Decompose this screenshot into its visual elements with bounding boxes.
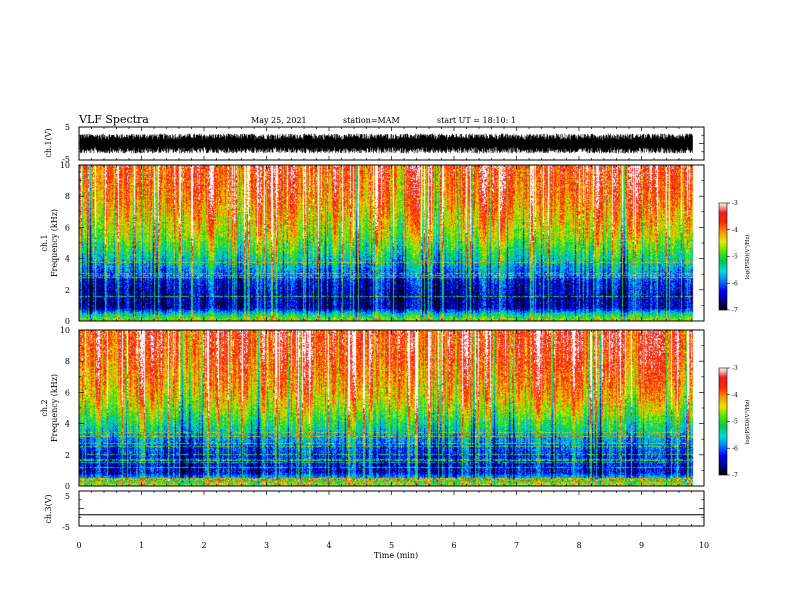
ch3-ytick-bottom: -5 bbox=[62, 523, 70, 532]
x-tick-label: 5 bbox=[389, 541, 394, 550]
ch1-colorbar-ticks: -3 -4 -5 -6 -7 bbox=[727, 200, 738, 314]
x-tick-label: 3 bbox=[264, 541, 269, 550]
ch2-colorbar-tick-label: -7 bbox=[732, 472, 738, 479]
ch2-colorbar: -3 -4 -5 -6 -7 log(PSD)(V²/Hz) bbox=[718, 365, 751, 479]
ch3-waveform-ticks bbox=[78, 490, 705, 527]
ch2-colorbar-ticks: -3 -4 -5 -6 -7 bbox=[727, 365, 738, 479]
start-ut-label: start UT = 18:10: 1 bbox=[437, 116, 516, 125]
ch2-spectrogram-ytick-label: 0 bbox=[65, 482, 70, 491]
ch1-colorbar-tick-label: -3 bbox=[732, 200, 738, 207]
ch2-colorbar-tick-label: -5 bbox=[732, 419, 738, 426]
ch2-spectrogram-ytick-labels: 0 2 4 6 8 10 bbox=[60, 326, 70, 491]
ch3-ytick-top: 5 bbox=[65, 492, 70, 501]
x-tick-label: 2 bbox=[201, 541, 206, 550]
x-tick-label: 6 bbox=[451, 541, 456, 550]
ch1-spectrogram-ytick-label: 8 bbox=[65, 192, 70, 201]
ch1-colorbar-tick-label: -4 bbox=[732, 227, 738, 234]
ch2-colorbar-label: log(PSD)(V²/Hz) bbox=[744, 400, 751, 445]
x-tick-label: 7 bbox=[514, 541, 519, 550]
ch1-spectrogram-ylabel-freq: Frequency (kHz) bbox=[50, 209, 59, 277]
ch1-waveform-panel: 5 -5 ch.1(V) bbox=[44, 123, 705, 164]
ch1-spectrogram-ytick-label: 6 bbox=[65, 223, 70, 232]
ch1-spectrogram-ytick-label: 0 bbox=[65, 317, 70, 326]
ch3-waveform-frame bbox=[78, 490, 705, 527]
ch3-waveform-ylabel: ch.3(V) bbox=[44, 494, 53, 523]
ch1-spectrogram-ytick-labels: 0 2 4 6 8 10 bbox=[60, 161, 70, 326]
ch1-spectrogram-ylabel-channel: ch.1 bbox=[40, 234, 49, 251]
ch3-waveform-panel: 5 -5 ch.3(V) bbox=[44, 490, 705, 532]
ch2-spectrogram-ytick-label: 8 bbox=[65, 357, 70, 366]
ch1-colorbar-tick-label: -7 bbox=[732, 307, 738, 314]
x-tick-labels: 0 1 2 3 4 5 6 7 8 9 10 bbox=[76, 541, 709, 550]
x-axis-label: Time (min) bbox=[374, 551, 418, 560]
ch1-waveform-ticks bbox=[78, 126, 705, 161]
ch2-spectrogram-ytick-label: 6 bbox=[65, 388, 70, 397]
x-tick-label: 8 bbox=[576, 541, 581, 550]
ch2-spectrogram-ylabel-freq: Frequency (kHz) bbox=[50, 374, 59, 442]
x-tick-label: 10 bbox=[699, 541, 709, 550]
figure-title: VLF Spectra bbox=[78, 113, 149, 126]
ch1-waveform-ylabel: ch.1(V) bbox=[44, 128, 53, 157]
ch1-spectrogram-ticks bbox=[78, 164, 705, 322]
ch1-spectrogram-ytick-label: 10 bbox=[60, 161, 70, 170]
ch1-spectrogram-ytick-label: 4 bbox=[65, 255, 70, 264]
x-tick-label: 4 bbox=[326, 541, 331, 550]
date-label: May 25, 2021 bbox=[251, 116, 307, 125]
ch1-colorbar-label: log(PSD)(V²/Hz) bbox=[744, 235, 751, 280]
ch2-spectrogram-image bbox=[79, 330, 704, 486]
ch2-spectrogram-panel: 0 2 4 6 8 10 ch.2 Frequency (kHz) bbox=[40, 326, 705, 491]
ch1-colorbar-tick-label: -5 bbox=[732, 254, 738, 261]
ch1-colorbar: -3 -4 -5 -6 -7 log(PSD)(V²/Hz) bbox=[718, 200, 751, 314]
ch2-colorbar-tick-label: -3 bbox=[732, 365, 738, 372]
ch1-colorbar-tick-label: -6 bbox=[732, 280, 738, 287]
x-tick-label: 0 bbox=[76, 541, 81, 550]
ch2-colorbar-tick-label: -4 bbox=[732, 392, 738, 399]
ch1-waveform-trace bbox=[79, 133, 693, 154]
ch1-ytick-top: 5 bbox=[65, 123, 70, 132]
ch1-spectrogram-panel: 0 2 4 6 8 10 ch.1 Frequency (kHz) bbox=[40, 161, 705, 326]
ch2-spectrogram-ylabel-channel: ch.2 bbox=[40, 399, 49, 416]
ch2-spectrogram-ticks bbox=[78, 329, 705, 487]
station-label: station=MAM bbox=[343, 116, 400, 125]
ch2-spectrogram-ytick-label: 4 bbox=[65, 420, 70, 429]
ch2-colorbar-tick-label: -6 bbox=[732, 445, 738, 452]
ch1-colorbar-gradient bbox=[719, 203, 727, 310]
x-tick-label: 1 bbox=[139, 541, 144, 550]
ch1-waveform-line bbox=[79, 133, 693, 154]
ch1-spectrogram-ytick-label: 2 bbox=[65, 286, 70, 295]
ch2-colorbar-gradient bbox=[719, 368, 727, 475]
ch2-spectrogram-ytick-label: 2 bbox=[65, 451, 70, 460]
x-tick-label: 9 bbox=[639, 541, 644, 550]
ch1-spectrogram-image bbox=[79, 165, 704, 321]
ch1-ytick-bottom: -5 bbox=[62, 155, 70, 164]
ch2-spectrogram-ytick-label: 10 bbox=[60, 326, 70, 335]
